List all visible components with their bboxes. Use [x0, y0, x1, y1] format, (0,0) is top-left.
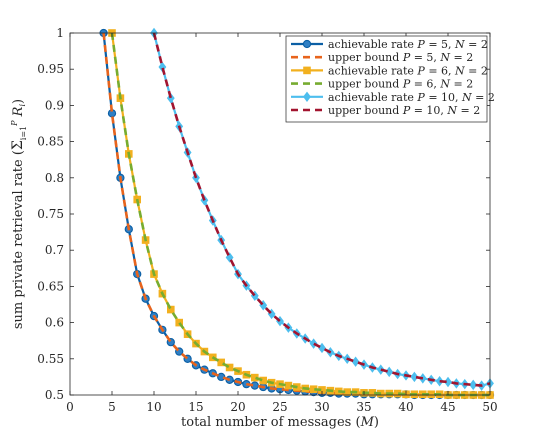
legend-swatch-marker	[303, 91, 311, 103]
data-point	[217, 358, 225, 367]
legend-entry-upper-bound-p-10-n-2: upper bound P = 10, N = 2	[291, 104, 480, 117]
x-tick-label: 15	[188, 400, 203, 414]
y-tick-label: 0.9	[45, 98, 64, 112]
legend-entry-upper-bound-p-5-n-2: upper bound P = 5, N = 2	[291, 51, 473, 64]
x-tick-label: 20	[230, 400, 245, 414]
series-line-upper-bound-p-10-n-2	[152, 32, 491, 387]
legend-entry-achievable-rate-p-5-n-2: achievable rate P = 5, N = 2	[291, 38, 488, 51]
legend-swatch-marker	[303, 66, 311, 75]
data-point	[435, 376, 444, 387]
legend-label: upper bound P = 10, N = 2	[328, 104, 480, 117]
legend-label: upper bound P = 6, N = 2	[328, 78, 473, 91]
data-point	[410, 371, 419, 383]
x-tick-label: 50	[482, 400, 497, 414]
y-tick-label: 0.95	[37, 62, 64, 76]
y-tick-label: 0.5	[45, 388, 64, 402]
x-tick-label: 35	[356, 400, 371, 414]
legend-swatch-marker	[302, 39, 312, 49]
series-upper-bound-p-10-n-2	[152, 32, 491, 387]
data-point	[225, 363, 234, 372]
y-tick-label: 0.55	[37, 352, 64, 366]
tick-labels-layer: 0 5 10 15 20 25 30 35 40 45 50 0.5 0.55 0.6 0.65 0.7 0.7…	[37, 26, 497, 414]
y-tick-label: 0.6	[45, 316, 64, 330]
x-tick-label: 5	[108, 400, 116, 414]
series-line-upper-bound-p-6-n-2	[110, 32, 490, 397]
y-tick-label: 1	[56, 26, 64, 40]
legend-entry-achievable-rate-p-6-n-2: achievable rate P = 6, N = 2	[291, 64, 488, 77]
x-tick-label: 45	[440, 400, 455, 414]
y-axis-title: sum private retrieval rate (Σi=1P Ri)	[10, 99, 28, 329]
y-tick-label: 0.85	[37, 135, 64, 149]
legend-entry-upper-bound-p-6-n-2: upper bound P = 6, N = 2	[291, 78, 473, 91]
x-tick-label: 25	[272, 400, 287, 414]
data-point	[166, 92, 175, 104]
x-tick-label: 40	[398, 400, 413, 414]
legend-entry-achievable-rate-p-10-n-2: achievable rate P = 10, N = 2	[291, 91, 495, 104]
x-axis-title: total number of messages (M)	[181, 415, 379, 430]
legend-box	[285, 35, 488, 123]
legend-label: achievable rate P = 10, N = 2	[328, 91, 495, 104]
data-point	[175, 318, 183, 327]
series-upper-bound-p-6-n-2	[110, 32, 490, 397]
data-point	[309, 338, 318, 349]
y-tick-label: 0.75	[37, 207, 64, 221]
data-point	[376, 364, 385, 375]
x-tick-label: 10	[146, 400, 161, 414]
y-tick-label: 0.8	[45, 171, 64, 185]
data-point	[167, 305, 175, 314]
x-tick-label: 0	[66, 400, 74, 414]
x-tick-label: 30	[314, 400, 329, 414]
y-tick-label: 0.65	[37, 279, 64, 293]
y-tick-label: 0.7	[45, 243, 64, 257]
data-point	[469, 379, 478, 391]
legend-label: upper bound P = 5, N = 2	[328, 51, 473, 64]
legend-label: achievable rate P = 6, N = 2	[328, 64, 488, 77]
legend-label: achievable rate P = 5, N = 2	[328, 38, 488, 51]
